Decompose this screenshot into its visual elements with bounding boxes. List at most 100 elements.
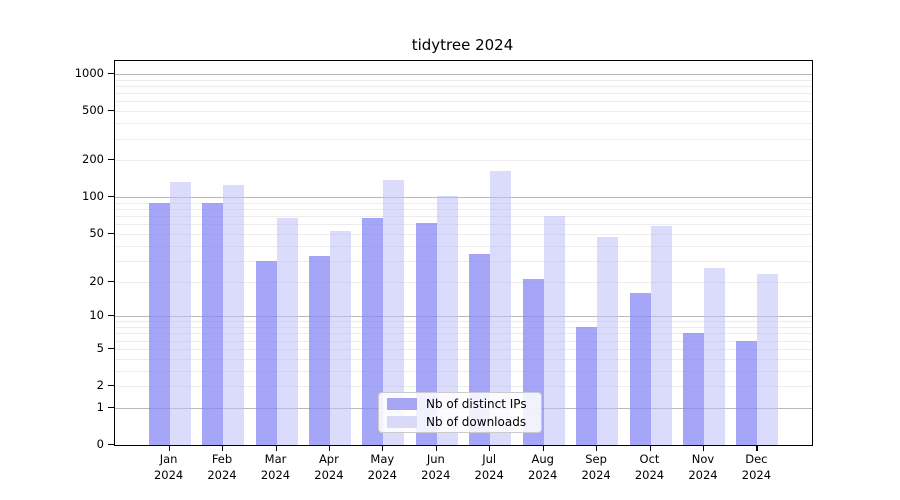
x-tick [168, 445, 170, 451]
grid-line-minor [115, 209, 812, 210]
grid-line-minor [115, 79, 812, 81]
plot-area: Nb of distinct IPs Nb of downloads [114, 60, 813, 446]
bar-downloads-may [383, 179, 405, 445]
x-tick [649, 445, 651, 451]
bar-ips-feb [202, 203, 223, 445]
bar-downloads-jul [490, 170, 512, 445]
x-tick-label: May 2024 [367, 452, 397, 482]
x-tick [382, 445, 384, 451]
grid-line-major [115, 316, 812, 318]
y-tick [108, 347, 114, 349]
x-tick-label: Dec 2024 [741, 452, 772, 482]
x-tick [489, 445, 491, 451]
bar-ips-jun [415, 223, 437, 445]
bar-downloads-sep [597, 237, 619, 445]
x-tick-label: Sep 2024 [581, 452, 611, 482]
grid-line-minor [115, 327, 812, 328]
grid-line-minor [115, 101, 812, 103]
grid-line-major [115, 74, 812, 75]
legend-item-downloads: Nb of downloads [387, 415, 533, 429]
y-tick [108, 110, 114, 112]
bar-ips-oct [629, 292, 651, 445]
x-tick [756, 445, 758, 451]
y-tick [108, 196, 114, 198]
grid-line-minor [115, 233, 812, 235]
grid-line-minor [115, 93, 812, 95]
bar-downloads-nov [704, 268, 725, 445]
x-tick [596, 445, 598, 451]
y-tick-label: 100 [82, 189, 104, 204]
x-tick-label: Apr 2024 [314, 452, 344, 482]
bar-ips-apr [308, 255, 330, 445]
x-tick [328, 445, 331, 451]
x-tick-label: Jan 2024 [153, 452, 184, 482]
y-tick [108, 444, 114, 446]
x-tick [542, 445, 544, 451]
x-tick-label: Jul 2024 [474, 452, 504, 482]
bar-ips-nov [683, 333, 704, 445]
y-tick-label: 0 [96, 437, 104, 451]
gridlines-layer [115, 61, 812, 445]
grid-line-minor [115, 333, 812, 335]
bar-downloads-aug [543, 216, 565, 445]
legend-swatch-distinct-ips-icon [387, 397, 417, 410]
y-tick-label: 10 [89, 308, 104, 323]
grid-line-minor [115, 86, 812, 87]
grid-line-minor [115, 321, 812, 323]
grid-line-minor [115, 281, 812, 283]
grid-line-minor [115, 340, 812, 342]
x-tick-label: Nov 2024 [688, 452, 718, 482]
bar-ips-mar [255, 260, 277, 445]
bars-layer [115, 61, 812, 445]
grid-line-minor [115, 123, 812, 125]
y-tick [108, 385, 114, 387]
grid-line-minor [115, 245, 812, 247]
x-tick [275, 445, 277, 451]
y-tick-label: 2 [96, 378, 104, 392]
legend-label-downloads: Nb of downloads [426, 414, 527, 429]
bar-downloads-mar [276, 218, 298, 445]
bar-ips-jan [148, 203, 170, 445]
legend: Nb of distinct IPs Nb of downloads [378, 392, 542, 433]
y-tick [108, 280, 114, 282]
grid-line-minor [115, 370, 812, 372]
legend-label-distinct-ips: Nb of distinct IPs [426, 396, 527, 411]
legend-swatch-downloads-icon [387, 415, 417, 428]
y-tick [108, 406, 114, 408]
y-tick [108, 232, 114, 235]
x-tick [703, 445, 705, 451]
bar-downloads-oct [650, 226, 672, 445]
y-tick-label: 20 [89, 273, 104, 288]
bar-ips-may [362, 218, 384, 445]
grid-line-minor [115, 216, 812, 218]
x-tick-label: Oct 2024 [634, 452, 665, 482]
grid-line-minor [115, 160, 812, 162]
grid-line-minor [115, 358, 812, 360]
grid-line-minor [115, 224, 812, 226]
y-tick-label: 1 [96, 399, 104, 414]
y-tick [108, 159, 114, 161]
x-tick-label: Feb 2024 [207, 452, 237, 482]
x-tick-label: Jun 2024 [421, 452, 451, 482]
grid-line-minor [115, 348, 812, 350]
y-tick [108, 315, 114, 317]
grid-line-minor [115, 386, 812, 387]
x-tick [435, 445, 437, 451]
chart-title: tidytree 2024 [411, 36, 514, 54]
x-tick-label: Mar 2024 [260, 452, 291, 482]
bar-downloads-feb [223, 184, 244, 445]
y-tick-label: 50 [89, 225, 104, 240]
y-tick-label: 500 [82, 103, 104, 118]
grid-line-minor [115, 138, 812, 140]
x-tick [222, 445, 224, 451]
bar-ips-sep [576, 327, 598, 445]
y-tick [108, 73, 114, 75]
bar-ips-dec [736, 340, 758, 445]
y-tick-label: 5 [96, 340, 104, 355]
grid-line-minor [115, 260, 812, 262]
x-tick-label: Aug 2024 [528, 452, 558, 482]
bar-downloads-jun [436, 195, 458, 445]
grid-line-minor [115, 202, 812, 204]
legend-item-distinct-ips: Nb of distinct IPs [387, 397, 533, 411]
